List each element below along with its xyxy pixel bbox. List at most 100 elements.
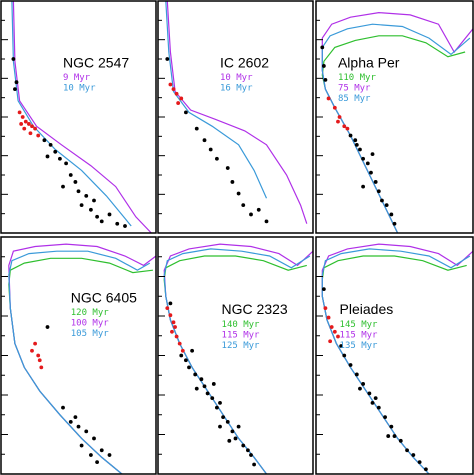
plot-area [165, 1, 308, 224]
star [354, 372, 359, 377]
cluster-name: IC 2602 [220, 54, 269, 70]
star [392, 434, 397, 438]
legend-entry: 9 Myr [63, 73, 91, 83]
star [45, 325, 50, 329]
star [218, 401, 222, 405]
star [84, 193, 89, 198]
star [241, 443, 246, 448]
star [417, 460, 422, 465]
star [30, 124, 34, 129]
star [33, 341, 37, 346]
star [348, 133, 353, 138]
star [64, 161, 68, 166]
star [202, 384, 207, 389]
legend-entry: 145 Myr [340, 320, 379, 330]
panel-frame [157, 0, 314, 234]
star [190, 348, 195, 353]
cluster-name: Pleiades [340, 301, 394, 317]
star [365, 161, 370, 166]
star [22, 126, 27, 131]
legend-entry: 75 Myr [338, 84, 371, 94]
star [383, 415, 387, 420]
star [358, 386, 362, 391]
star [30, 348, 34, 353]
star [13, 87, 17, 92]
star [336, 119, 340, 124]
star [361, 382, 365, 386]
legend-entry: 135 Myr [340, 341, 379, 351]
star [323, 306, 328, 310]
star [353, 138, 358, 143]
star [76, 189, 81, 194]
star [321, 64, 326, 68]
star [252, 462, 256, 467]
star [73, 415, 78, 420]
star [173, 325, 177, 329]
star [241, 203, 246, 208]
star [389, 424, 394, 429]
star [361, 156, 365, 161]
star [218, 424, 222, 429]
star [33, 126, 37, 131]
star [28, 131, 33, 136]
star [370, 152, 375, 157]
star [177, 341, 182, 346]
star [210, 396, 215, 401]
star [345, 126, 350, 131]
star [256, 207, 261, 212]
isochrone [321, 11, 473, 233]
star [380, 198, 384, 203]
star [321, 287, 326, 292]
isochrone [11, 1, 132, 227]
star [58, 156, 62, 161]
legend-entry: 115 Myr [222, 330, 261, 340]
star [171, 320, 176, 325]
star [36, 353, 41, 358]
star [36, 133, 41, 138]
isochrone [166, 1, 308, 224]
star [99, 219, 104, 224]
star [337, 115, 342, 119]
star [361, 184, 365, 189]
star [342, 124, 347, 129]
star [107, 212, 112, 217]
legend-entry: 10 Myr [63, 84, 96, 94]
star [221, 415, 226, 420]
star [339, 344, 344, 348]
isochrone [165, 1, 268, 199]
star [107, 453, 112, 457]
isochrone [321, 255, 467, 474]
star [205, 391, 210, 396]
star [398, 438, 403, 443]
star [165, 57, 170, 61]
star [48, 142, 53, 147]
legend-entry: 85 Myr [338, 94, 371, 104]
star [376, 189, 381, 194]
star [211, 382, 216, 386]
star [68, 419, 73, 424]
star [208, 147, 213, 152]
star [84, 429, 89, 434]
star [320, 45, 325, 50]
star [215, 405, 219, 410]
star [168, 313, 173, 318]
star [76, 424, 81, 429]
star [20, 115, 25, 119]
plot-area [8, 243, 156, 474]
star [187, 365, 191, 370]
star [180, 348, 185, 353]
cluster-name: Alpha Per [338, 54, 400, 70]
star [53, 149, 58, 154]
star [384, 203, 389, 208]
isochrone [321, 248, 471, 474]
star [370, 401, 375, 405]
isochrone [12, 1, 152, 233]
star [61, 184, 65, 189]
star [332, 329, 337, 334]
star [215, 156, 219, 161]
star [42, 138, 47, 143]
